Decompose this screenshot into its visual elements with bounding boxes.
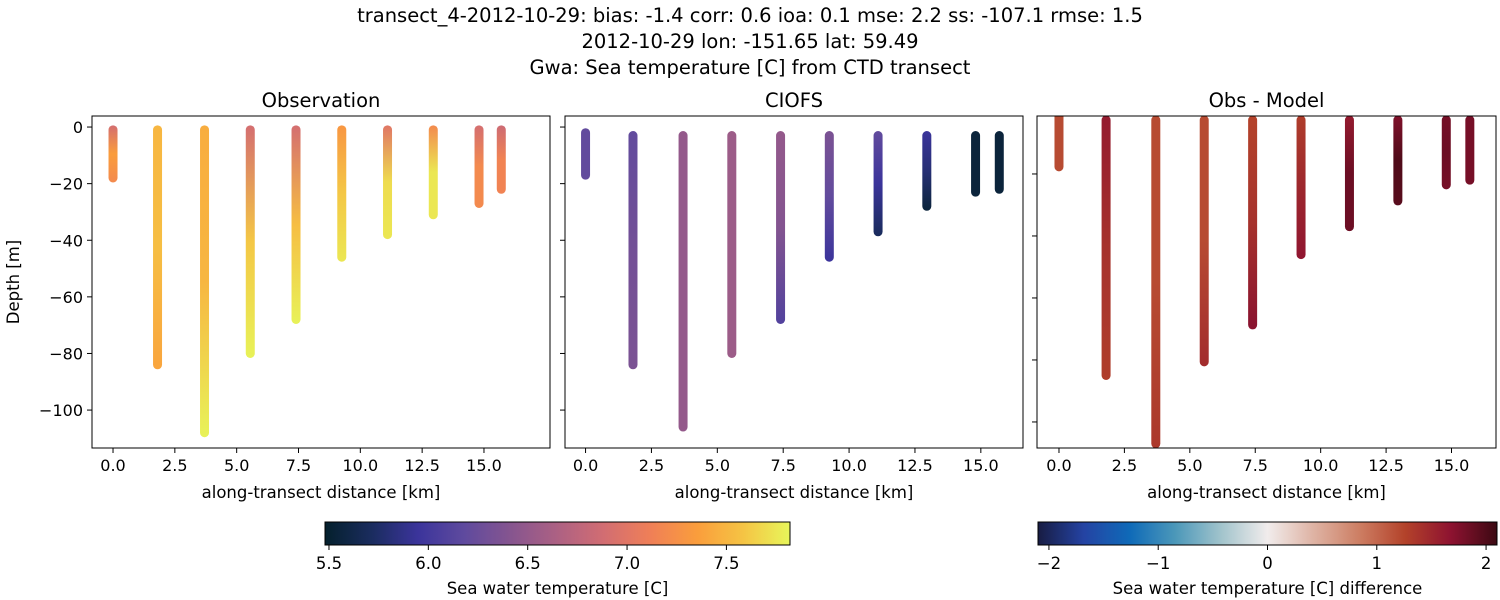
panel-title: Observation — [262, 89, 381, 112]
colorbar-label: Sea water temperature [C] — [447, 579, 669, 598]
x-tick-label: 0.0 — [1046, 456, 1071, 475]
station-profile-0 — [581, 128, 591, 180]
station-profile-2 — [200, 125, 210, 438]
x-tick-label: 7.5 — [1243, 456, 1268, 475]
station-profile-7 — [922, 131, 932, 211]
station-profile-9 — [1465, 116, 1475, 185]
station-profile-8 — [1441, 116, 1451, 190]
station-profile-8 — [971, 131, 981, 197]
y-tick-label: −20 — [49, 175, 83, 194]
colorbar-tick-label: 7.0 — [614, 554, 640, 573]
station-profile-3 — [727, 131, 737, 358]
panel-title: CIOFS — [765, 89, 823, 112]
y-tick-label: −80 — [49, 344, 83, 363]
x-tick-label: 15.0 — [466, 456, 502, 475]
colorbar-label: Sea water temperature [C] difference — [1113, 579, 1423, 598]
figure-title-line1: transect_4-2012-10-29: bias: -1.4 corr: … — [357, 4, 1143, 27]
stations — [1054, 116, 1475, 448]
y-tick-label: −40 — [49, 231, 83, 250]
colorbar-gradient — [324, 521, 791, 546]
y-tick-label: 0 — [73, 118, 83, 137]
x-tick-label: 12.5 — [404, 456, 440, 475]
station-profile-3 — [1199, 116, 1209, 367]
panel-obs-model: 0.0 2.5 5.0 7.5 10.0 12.5 15.0 Obs - Model along… — [1032, 89, 1497, 502]
station-profile-9 — [496, 125, 506, 194]
x-tick-label: 7.5 — [770, 456, 795, 475]
station-profile-7 — [428, 125, 438, 220]
y-tick-label: −100 — [39, 401, 83, 420]
station-profile-2 — [678, 131, 688, 432]
station-profile-6 — [1344, 116, 1354, 232]
y-axis-label: Depth [m] — [4, 240, 23, 324]
stations — [108, 125, 506, 438]
station-profile-6 — [873, 131, 883, 237]
figure-title-line3: Gwa: Sea temperature [C] from CTD transe… — [529, 56, 971, 79]
panel-title: Obs - Model — [1209, 89, 1325, 112]
colorbar-temperature: 5.5 6.0 6.5 7.0 7.5 Sea water temperature [C] — [316, 521, 791, 598]
x-tick-label: 2.5 — [639, 456, 664, 475]
colorbar-gradient — [1037, 521, 1498, 546]
x-axis-label: along-transect distance [km] — [202, 483, 441, 502]
station-profile-4 — [776, 131, 786, 325]
station-profile-9 — [994, 131, 1004, 194]
colorbar-tick-label: 0 — [1262, 554, 1273, 573]
station-profile-1 — [153, 125, 163, 370]
station-profile-2 — [1151, 116, 1161, 448]
x-tick-label: 10.0 — [343, 456, 379, 475]
x-tick-label: 2.5 — [162, 456, 187, 475]
colorbar-tick-label: 6.5 — [515, 554, 541, 573]
x-tick-label: 5.0 — [224, 456, 249, 475]
station-profile-6 — [383, 125, 393, 240]
station-profile-1 — [1101, 116, 1111, 380]
x-axis-label: along-transect distance [km] — [675, 483, 914, 502]
y-tick-label: −60 — [49, 288, 83, 307]
station-profile-3 — [245, 125, 255, 358]
x-axis-label: along-transect distance [km] — [1147, 483, 1386, 502]
station-profile-0 — [108, 125, 118, 183]
x-tick-label: 15.0 — [1434, 456, 1470, 475]
colorbar-tick-label: 1 — [1372, 554, 1383, 573]
x-tick-label: 10.0 — [1303, 456, 1339, 475]
x-tick-label: 12.5 — [1368, 456, 1404, 475]
station-profile-8 — [474, 125, 484, 208]
x-tick-label: 2.5 — [1112, 456, 1137, 475]
figure-title-line2: 2012-10-29 lon: -151.65 lat: 59.49 — [581, 30, 919, 53]
x-tick-label: 0.0 — [100, 456, 125, 475]
plot-frame — [1036, 115, 1497, 449]
colorbar-tick-label: 6.0 — [415, 554, 441, 573]
x-tick-label: 10.0 — [831, 456, 867, 475]
x-tick-label: 0.0 — [573, 456, 598, 475]
panel-ciofs: 0.0 2.5 5.0 7.5 10.0 12.5 15.0 CIOFS along-trans… — [560, 89, 1024, 502]
colorbar-tick-label: 7.5 — [713, 554, 739, 573]
colorbar-tick-label: −2 — [1037, 554, 1061, 573]
x-tick-label: 12.5 — [897, 456, 933, 475]
panel-observation: 0.0 2.5 5.0 7.5 10.0 12.5 15.0 0 −20 −40 −60 −80 −10… — [4, 89, 551, 502]
x-tick-label: 5.0 — [1177, 456, 1202, 475]
station-profile-5 — [337, 125, 347, 262]
station-profile-5 — [824, 131, 834, 262]
colorbar-tick-label: −1 — [1146, 554, 1170, 573]
station-profile-4 — [1248, 116, 1258, 330]
plot-frame — [564, 115, 1024, 449]
x-tick-label: 15.0 — [963, 456, 999, 475]
station-profile-0 — [1054, 116, 1064, 172]
plot-frame — [91, 115, 551, 449]
x-tick-label: 5.0 — [705, 456, 730, 475]
colorbar-difference: −2 −1 0 1 2 Sea water temperature [C] differe… — [1037, 521, 1498, 598]
colorbar-tick-label: 2 — [1481, 554, 1492, 573]
station-profile-7 — [1393, 116, 1403, 206]
x-tick-label: 7.5 — [286, 456, 311, 475]
station-profile-1 — [628, 131, 638, 370]
colorbar-tick-label: 5.5 — [316, 554, 342, 573]
stations — [581, 128, 1004, 432]
station-profile-5 — [1296, 116, 1306, 260]
station-profile-4 — [291, 125, 301, 325]
